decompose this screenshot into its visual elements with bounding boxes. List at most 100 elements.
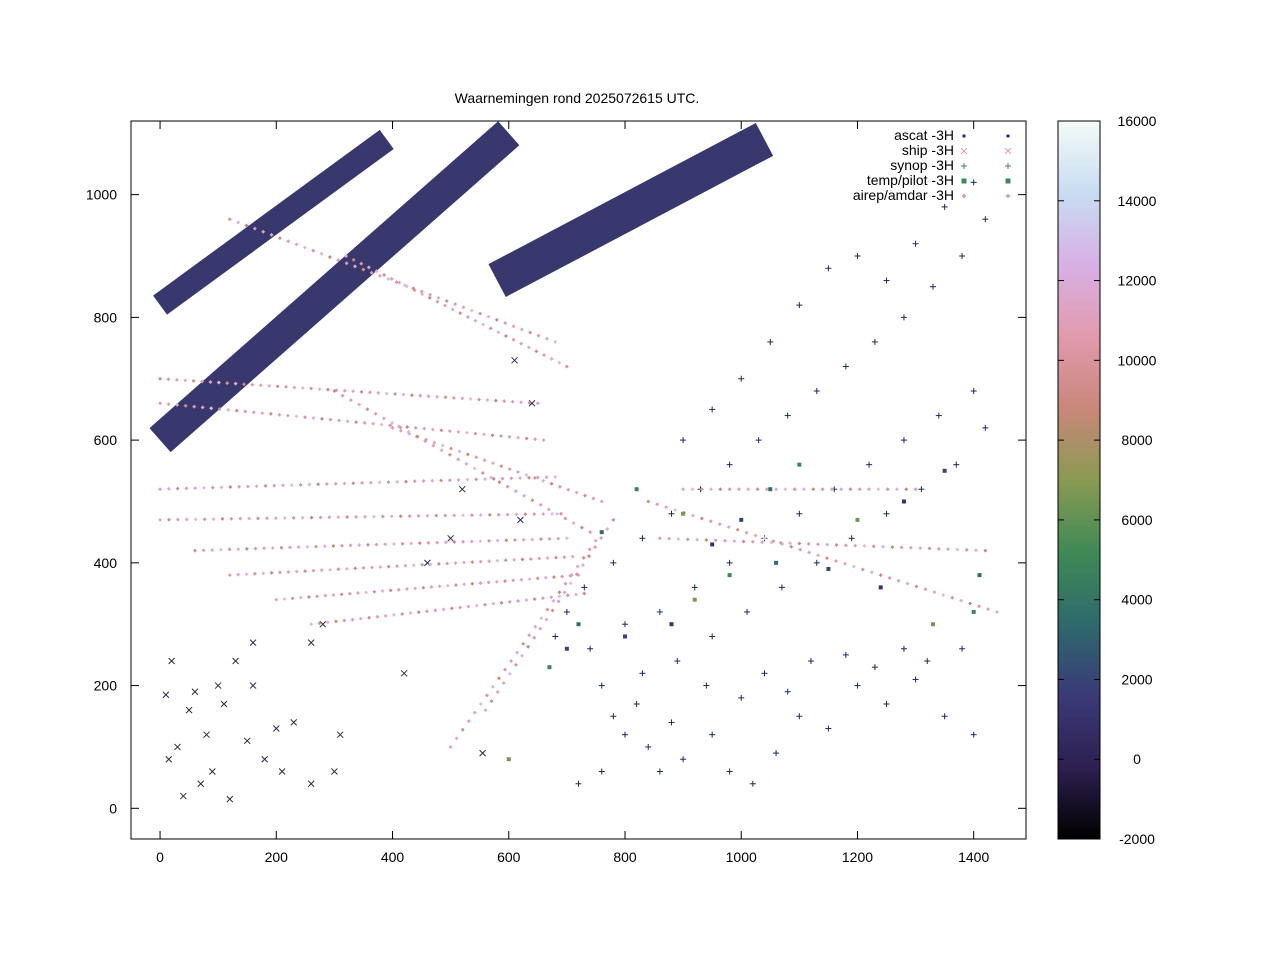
airep-point	[237, 484, 242, 489]
airep-point	[192, 404, 197, 409]
airep-point	[227, 573, 232, 578]
ship-point	[191, 688, 199, 696]
ship-point	[214, 682, 222, 689]
airep-point	[760, 540, 765, 545]
synop-point	[883, 700, 890, 707]
plot-data-layer	[149, 121, 999, 803]
airep-point	[932, 590, 937, 595]
airep-point	[959, 598, 964, 603]
airep-point	[435, 299, 440, 304]
airep-point	[569, 573, 574, 578]
airep-point	[247, 516, 252, 521]
airep-point	[454, 736, 459, 741]
airep-point	[358, 616, 363, 621]
synop-point	[970, 179, 977, 186]
airep-point	[216, 380, 221, 385]
airep-point	[328, 567, 333, 572]
ship-point	[261, 755, 269, 763]
airep-point	[391, 612, 396, 617]
airep-point	[437, 584, 442, 589]
x-tick-label: 600	[497, 849, 521, 865]
airep-point	[465, 452, 470, 457]
airep-point	[354, 420, 359, 425]
airep-point	[478, 311, 483, 316]
airep-point	[228, 485, 233, 490]
airep-point	[201, 485, 206, 490]
airep-point	[447, 429, 452, 434]
airep-point	[503, 558, 508, 563]
airep-point	[158, 487, 163, 492]
airep-point	[466, 604, 471, 609]
airep-point	[261, 229, 266, 234]
airep-point	[482, 458, 487, 463]
airep-point	[499, 434, 504, 439]
airep-point	[193, 517, 198, 522]
x-tick-label: 1200	[842, 849, 873, 865]
airep-point	[317, 621, 322, 626]
airep-point	[344, 566, 349, 571]
airep-point	[251, 410, 256, 415]
airep-point	[484, 693, 489, 698]
airep-point	[236, 220, 241, 225]
airep-point	[340, 393, 345, 398]
airep-point	[862, 544, 867, 549]
temp-point	[931, 622, 936, 627]
synop-point	[744, 608, 751, 615]
temp-point	[692, 597, 697, 602]
airep-point	[470, 581, 475, 586]
airep-point	[533, 624, 538, 629]
legend-marker	[962, 134, 1010, 138]
airep-point	[357, 543, 362, 548]
airep-point	[425, 513, 430, 518]
airep-point	[834, 558, 839, 563]
airep-point	[556, 536, 561, 541]
airep-point	[851, 564, 856, 569]
synop-point	[900, 645, 907, 652]
temp-point	[739, 517, 744, 522]
y-tick-label: 1000	[86, 187, 117, 203]
airep-point	[709, 487, 714, 492]
ship-point	[179, 792, 187, 800]
synop-point	[767, 338, 774, 345]
airep-point	[539, 616, 544, 621]
synop-point	[755, 437, 762, 444]
y-tick-label: 0	[109, 800, 117, 816]
airep-point	[327, 515, 332, 520]
airep-point	[574, 592, 579, 597]
airep-point	[514, 512, 519, 517]
airep-point	[342, 481, 347, 486]
airep-point	[556, 599, 561, 604]
ship-point	[511, 356, 518, 364]
airep-point	[968, 601, 973, 606]
synop-point	[930, 283, 937, 290]
airep-point	[778, 540, 783, 545]
synop-point	[639, 670, 646, 677]
ship-point	[162, 691, 170, 699]
synop-point	[842, 651, 849, 658]
airep-point	[324, 482, 329, 487]
synop-point	[668, 510, 675, 517]
airep-point	[413, 586, 418, 591]
temp-point	[727, 573, 732, 578]
airep-point	[532, 475, 537, 480]
airep-point	[439, 478, 444, 483]
airep-point	[322, 544, 327, 549]
airep-point	[472, 466, 477, 471]
airep-point	[430, 478, 435, 483]
airep-point	[453, 583, 458, 588]
ascat-swath	[153, 129, 394, 315]
airep-point	[344, 261, 349, 266]
airep-point	[726, 524, 731, 529]
airep-point	[512, 538, 517, 543]
airep-point	[440, 443, 445, 448]
synop-point	[854, 682, 861, 689]
airep-point	[424, 437, 429, 442]
airep-point	[374, 269, 379, 274]
airep-point	[389, 276, 394, 281]
airep-point	[291, 515, 296, 520]
ship-point	[174, 743, 181, 751]
airep-point	[474, 477, 479, 482]
airep-point	[372, 589, 377, 594]
airep-point	[507, 467, 512, 472]
synop-point	[709, 731, 716, 738]
